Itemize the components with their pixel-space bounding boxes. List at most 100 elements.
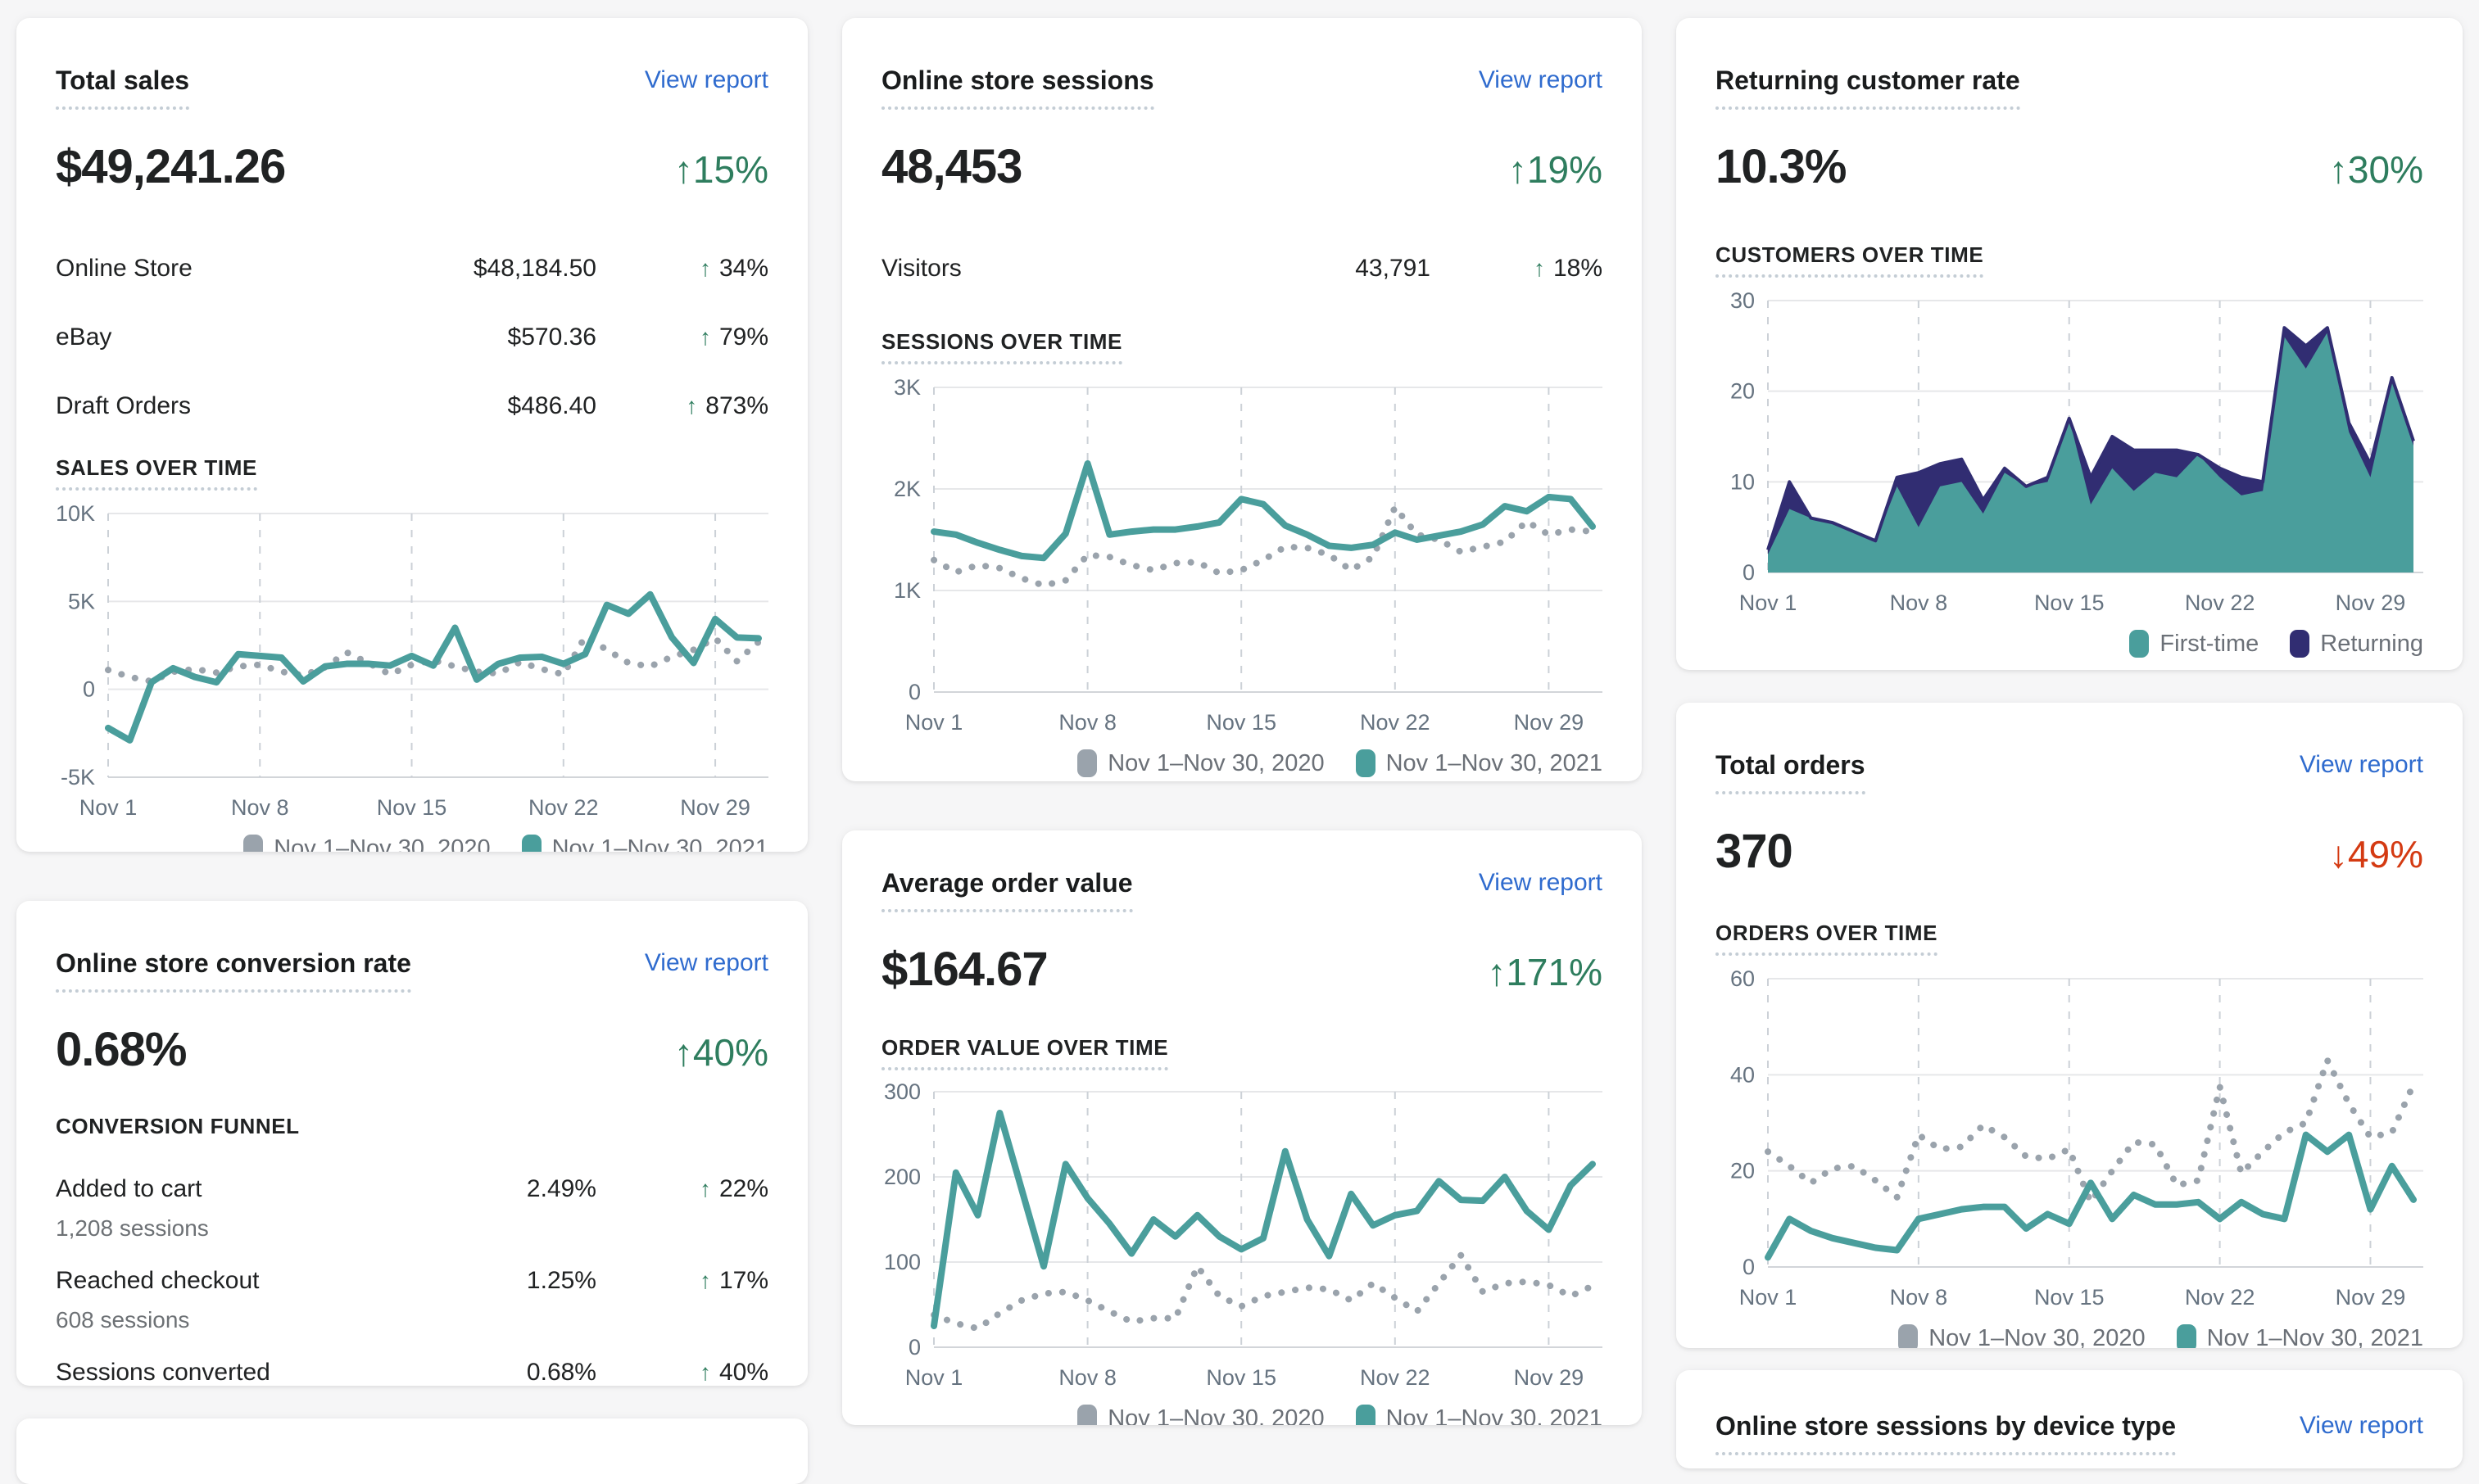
customers-over-time-chart: 30 20 10 0 Nov 1 Nov 8 Nov 15 Nov 22 Nov 29 <box>1715 292 2423 620</box>
visitors-value: 43,791 <box>1355 255 1430 282</box>
legend-item-2020: Nov 1–Nov 30, 2020 <box>243 835 491 852</box>
svg-text:0: 0 <box>1743 560 1755 585</box>
svg-text:0: 0 <box>909 680 921 704</box>
svg-text:2K: 2K <box>894 477 921 501</box>
sessions-chart-legend: Nov 1–Nov 30, 2020 Nov 1–Nov 30, 2021 <box>881 749 1602 777</box>
svg-text:60: 60 <box>1730 970 1755 991</box>
funnel-row: Added to cart 1,208 sessions 2.49% ↑ 22% <box>56 1174 768 1244</box>
visitors-label: Visitors <box>881 255 962 282</box>
channel-label: Draft Orders <box>56 392 192 419</box>
legend-item-2021: Nov 1–Nov 30, 2021 <box>1355 1405 1602 1425</box>
svg-text:100: 100 <box>884 1250 921 1274</box>
svg-text:Nov 1: Nov 1 <box>79 795 138 820</box>
svg-text:Nov 8: Nov 8 <box>1058 710 1117 735</box>
conversion-rate-delta: ↑40% <box>673 1031 768 1074</box>
conversion-view-report-link[interactable]: View report <box>644 949 768 976</box>
funnel-row: Sessions converted 329 sessions 0.68% ↑4… <box>56 1357 768 1386</box>
svg-text:Nov 8: Nov 8 <box>1890 1285 1948 1310</box>
legend-item-2020: Nov 1–Nov 30, 2020 <box>1077 1405 1325 1425</box>
svg-text:Nov 29: Nov 29 <box>2336 1285 2406 1310</box>
svg-text:Nov 1: Nov 1 <box>905 1365 963 1390</box>
svg-text:Nov 22: Nov 22 <box>2185 1285 2255 1310</box>
sessions-delta: ↑19% <box>1507 148 1602 191</box>
sales-over-time-label: SALES OVER TIME <box>56 455 257 491</box>
total-sales-view-report-link[interactable]: View report <box>644 66 768 93</box>
legend-item-2020: Nov 1–Nov 30, 2020 <box>1898 1324 2146 1348</box>
sessions-over-time-label: SESSIONS OVER TIME <box>881 328 1122 364</box>
funnel-step: Sessions converted 329 sessions <box>56 1359 270 1386</box>
svg-text:Nov 29: Nov 29 <box>2336 590 2406 615</box>
legend-swatch-first-time <box>2129 630 2150 658</box>
svg-text:200: 200 <box>884 1165 921 1189</box>
channel-label: eBay <box>56 323 112 351</box>
svg-text:10K: 10K <box>56 505 95 526</box>
channel-value: $570.36 <box>507 323 596 351</box>
legend-swatch-2021 <box>521 835 542 852</box>
sales-chart-legend: Nov 1–Nov 30, 2020 Nov 1–Nov 30, 2021 <box>56 835 768 852</box>
order-value-over-time-chart: 300 200 100 0 Nov 1 Nov 8 Nov 15 Nov 22 Nov 29 <box>881 1084 1602 1395</box>
total-sales-value: $49,241.26 <box>56 140 286 193</box>
funnel-value: 1.25% <box>526 1267 596 1294</box>
funnel-step-sessions: 1,208 sessions <box>56 1215 209 1241</box>
total-orders-delta: ↓49% <box>2328 833 2423 875</box>
orders-over-time-label: ORDERS OVER TIME <box>1715 920 1938 956</box>
svg-text:10: 10 <box>1730 469 1755 494</box>
card-online-store-sessions: Online store sessions View report 48,453… <box>842 18 1642 781</box>
funnel-step-sessions: 608 sessions <box>56 1307 190 1332</box>
svg-text:Nov 15: Nov 15 <box>1206 710 1276 735</box>
conversion-rate-value: 0.68% <box>56 1023 187 1076</box>
up-arrow-icon: ↑ <box>686 393 698 419</box>
aov-title: Average order value <box>881 866 1133 912</box>
returning-rate-delta: ↑30% <box>2328 148 2423 191</box>
legend-item-2021: Nov 1–Nov 30, 2021 <box>1355 749 1602 777</box>
total-sales-title: Total sales <box>56 64 190 110</box>
svg-text:Nov 1: Nov 1 <box>1739 1285 1797 1310</box>
aov-value: $164.67 <box>881 943 1049 996</box>
sales-channel-row: Draft Orders $486.40 ↑ 873% <box>56 391 768 422</box>
legend-swatch-2020 <box>1077 1405 1098 1425</box>
legend-item-2021: Nov 1–Nov 30, 2021 <box>521 835 768 852</box>
legend-swatch-2020 <box>1077 749 1098 777</box>
orders-over-time-chart: 60 40 20 0 Nov 1 Nov 8 Nov 15 Nov 22 Nov 29 <box>1715 970 2423 1314</box>
funnel-value: 0.68% <box>526 1359 596 1386</box>
visitors-delta: ↑ 18% <box>1533 255 1602 282</box>
svg-text:Nov 22: Nov 22 <box>1360 1365 1430 1390</box>
sales-over-time-chart: 10K 5K 0 -5K Nov 1 Nov 8 Nov 15 Nov 22 Nov 29 <box>56 505 768 825</box>
svg-text:Nov 15: Nov 15 <box>2034 1285 2105 1310</box>
svg-text:Nov 29: Nov 29 <box>680 795 750 820</box>
conversion-rate-title: Online store conversion rate <box>56 947 411 993</box>
svg-text:Nov 8: Nov 8 <box>231 795 289 820</box>
sales-channel-row: Online Store $48,184.50 ↑ 34% <box>56 253 768 284</box>
legend-swatch-returning <box>2290 630 2310 658</box>
aov-view-report-link[interactable]: View report <box>1478 869 1602 896</box>
total-orders-title: Total orders <box>1715 749 1865 794</box>
card-total-sales: Total sales View report $49,241.26 ↑15% … <box>16 18 808 852</box>
sessions-view-report-link[interactable]: View report <box>1478 66 1602 93</box>
svg-text:Nov 22: Nov 22 <box>1360 710 1430 735</box>
returning-rate-value: 10.3% <box>1715 140 1847 193</box>
legend-item-first-time: First-time <box>2129 630 2259 658</box>
orders-chart-legend: Nov 1–Nov 30, 2020 Nov 1–Nov 30, 2021 <box>1715 1324 2423 1348</box>
up-arrow-icon: ↑ <box>699 1176 711 1201</box>
svg-text:Nov 29: Nov 29 <box>1514 1365 1584 1390</box>
svg-text:Nov 8: Nov 8 <box>1890 590 1948 615</box>
funnel-step: Added to cart 1,208 sessions <box>56 1174 383 1244</box>
svg-text:Nov 22: Nov 22 <box>2185 590 2255 615</box>
legend-swatch-2021 <box>1355 1405 1375 1425</box>
svg-text:0: 0 <box>1743 1255 1755 1279</box>
customers-over-time-label: CUSTOMERS OVER TIME <box>1715 242 1984 278</box>
device-type-view-report-link[interactable]: View report <box>2299 1412 2423 1439</box>
order-value-over-time-label: ORDER VALUE OVER TIME <box>881 1034 1169 1070</box>
funnel-delta: ↑ 40% <box>699 1359 768 1386</box>
sessions-value: 48,453 <box>881 140 1022 193</box>
aov-delta: ↑171% <box>1487 951 1602 993</box>
sessions-over-time-chart: 3K 2K 1K 0 Nov 1 Nov 8 Nov 15 Nov 22 Nov 29 <box>881 379 1602 740</box>
svg-text:Nov 1: Nov 1 <box>1739 590 1797 615</box>
svg-text:20: 20 <box>1730 379 1755 404</box>
svg-text:3K: 3K <box>894 379 921 400</box>
svg-text:5K: 5K <box>68 589 95 613</box>
svg-text:40: 40 <box>1730 1062 1755 1087</box>
legend-item-2021: Nov 1–Nov 30, 2021 <box>2176 1324 2423 1348</box>
orders-view-report-link[interactable]: View report <box>2299 751 2423 778</box>
legend-swatch-2020 <box>1898 1324 1919 1348</box>
